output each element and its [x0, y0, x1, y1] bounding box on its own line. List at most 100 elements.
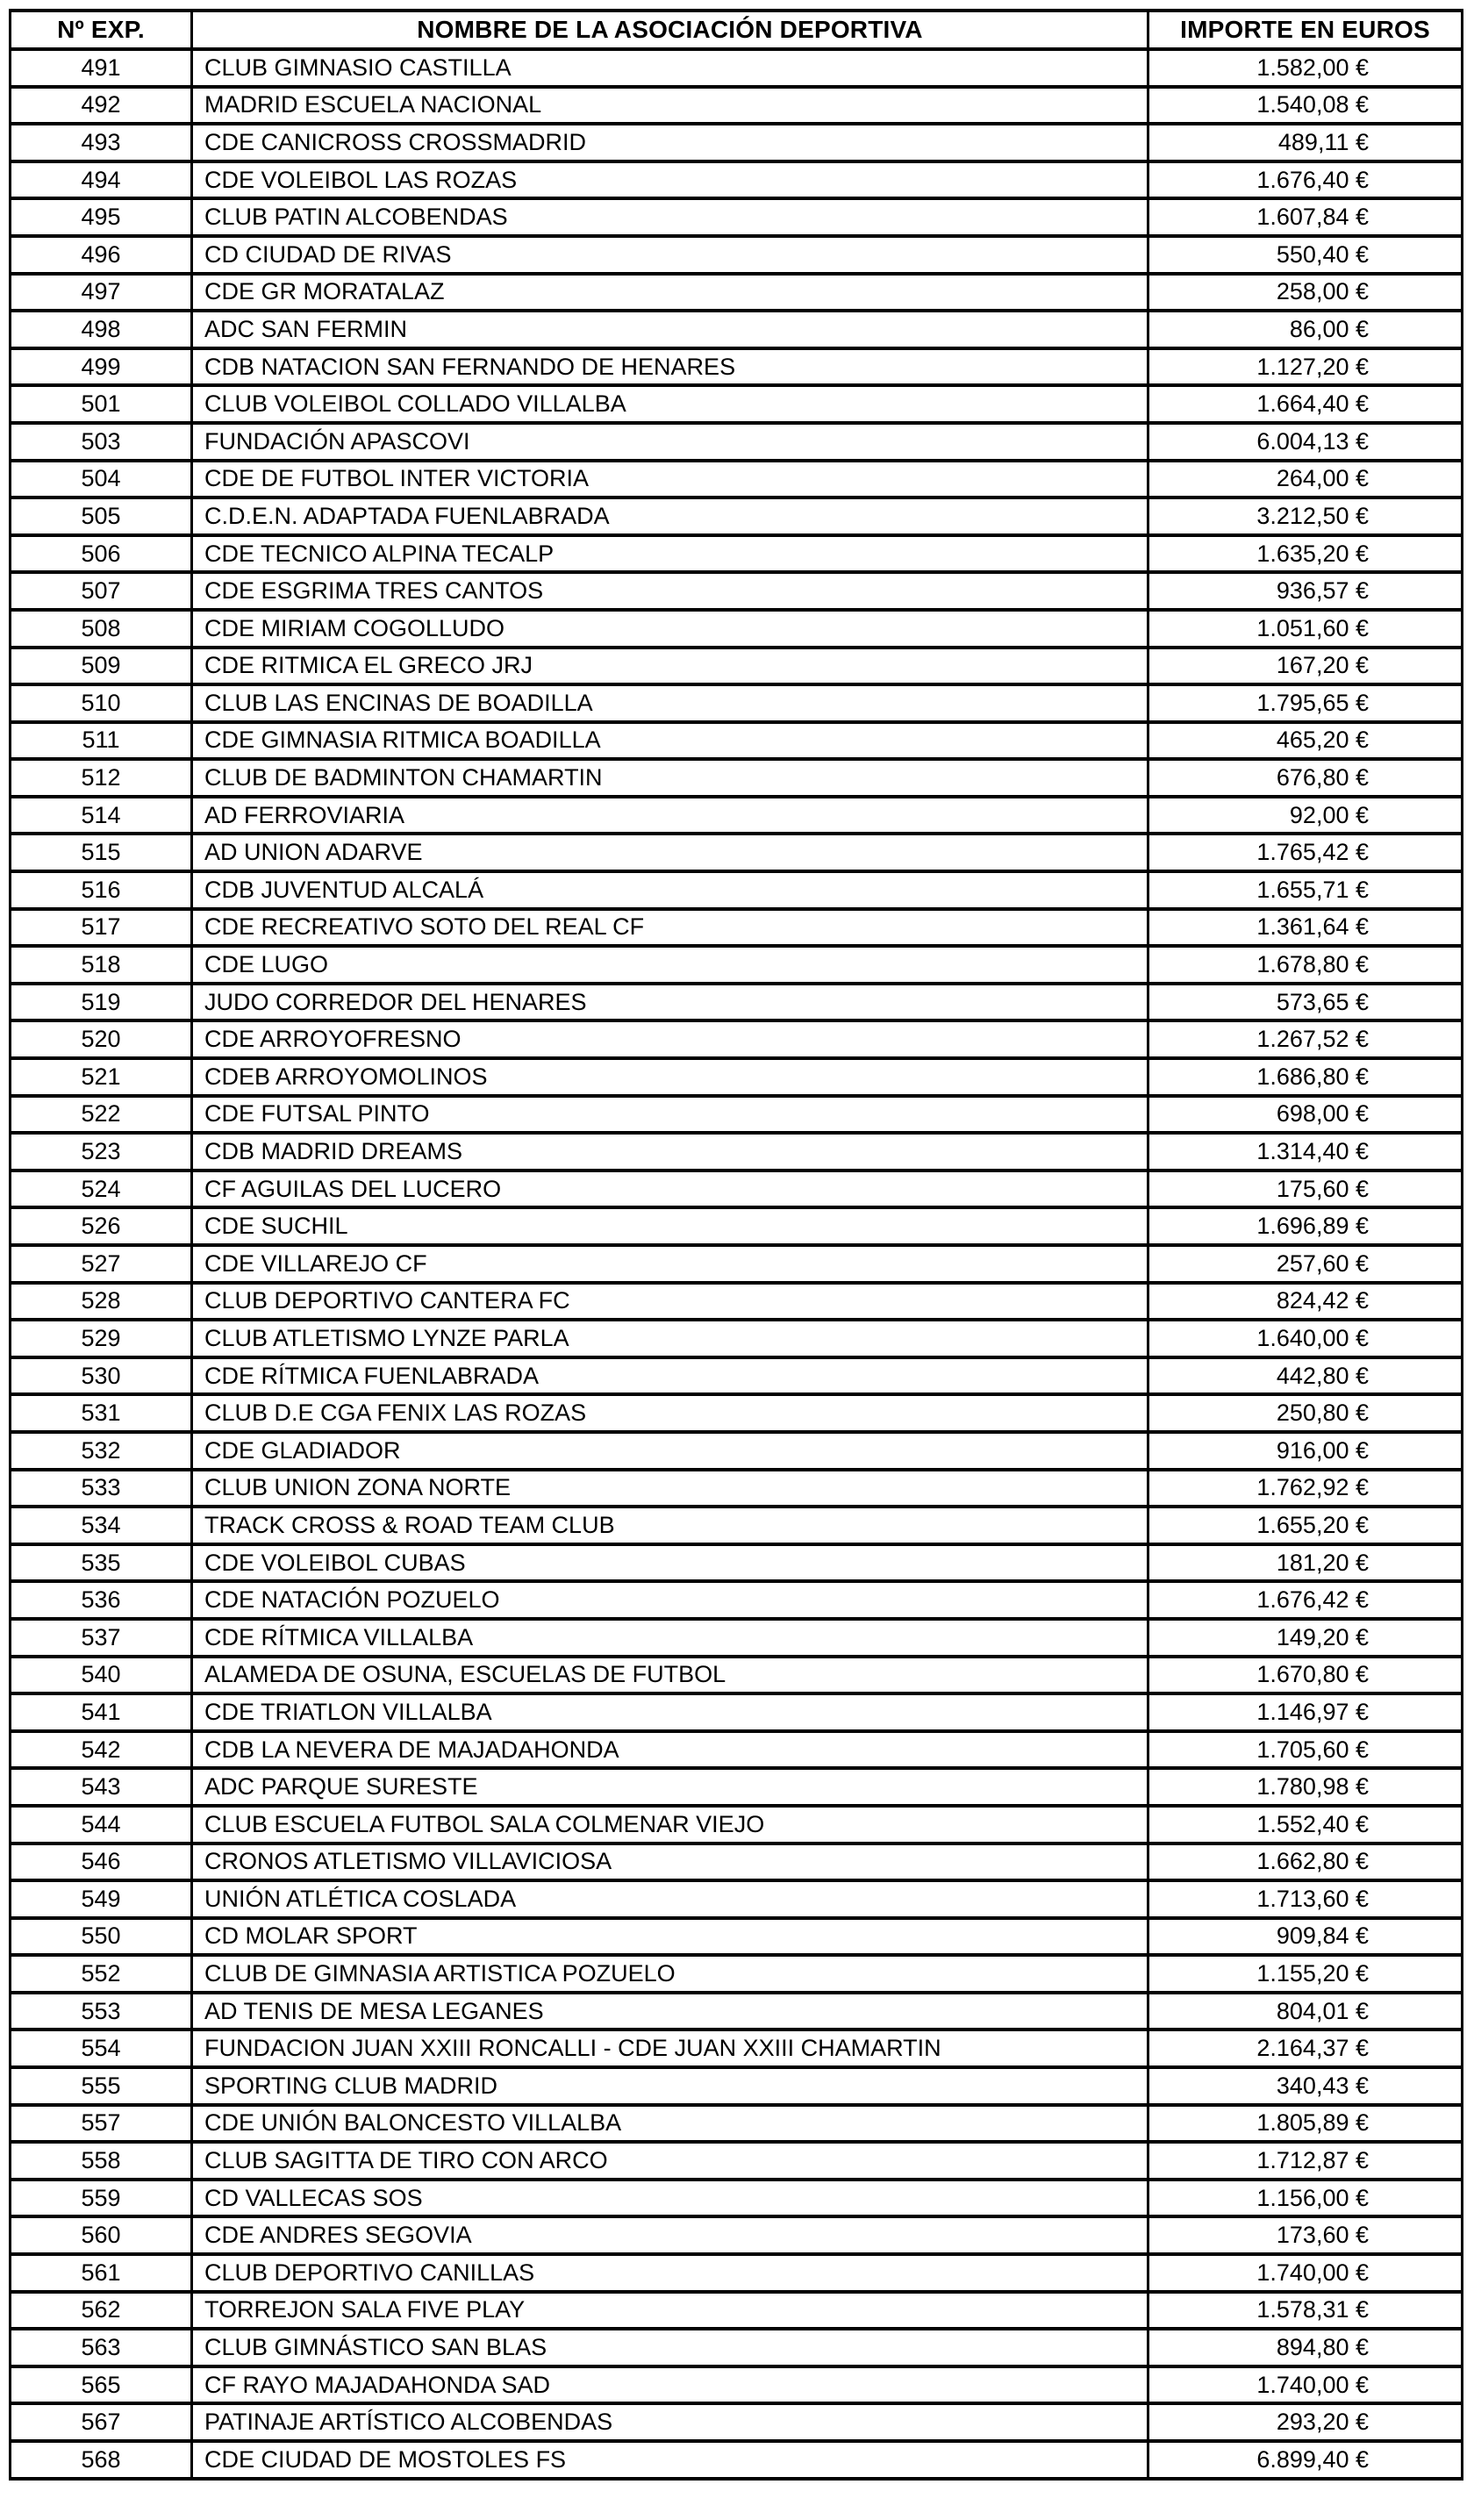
- table-row: 522 CDE FUTSAL PINTO 698,00 €: [9, 1093, 1463, 1135]
- nombre-cell: CLUB ATLETISMO LYNZE PARLA: [190, 1318, 1149, 1359]
- table-row: 555 SPORTING CLUB MADRID 340,43 €: [9, 2065, 1463, 2107]
- table-row: 532 CDE GLADIADOR 916,00 €: [9, 1429, 1463, 1471]
- table-row: 565 CF RAYO MAJADAHONDA SAD 1.740,00 €: [9, 2364, 1463, 2406]
- nombre-cell: CDE SUCHIL: [190, 1206, 1149, 1247]
- exp-cell: 508: [9, 607, 193, 649]
- nombre-cell: JUDO CORREDOR DEL HENARES: [190, 981, 1149, 1023]
- importe-cell: 1.676,40 €: [1147, 159, 1463, 201]
- nombre-cell: CDE VOLEIBOL CUBAS: [190, 1542, 1149, 1584]
- table-row: 549 UNIÓN ATLÉTICA COSLADA 1.713,60 €: [9, 1879, 1463, 1920]
- table-row: 541 CDE TRIATLON VILLALBA 1.146,97 €: [9, 1692, 1463, 1733]
- table-row: 563 CLUB GIMNÁSTICO SAN BLAS 894,80 €: [9, 2327, 1463, 2368]
- exp-cell: 497: [9, 271, 193, 313]
- nombre-cell: CDE MIRIAM COGOLLUDO: [190, 607, 1149, 649]
- column-header-nombre: NOMBRE DE LA ASOCIACIÓN DEPORTIVA: [190, 9, 1149, 51]
- nombre-cell: ADC SAN FERMIN: [190, 309, 1149, 350]
- importe-cell: 173,60 €: [1147, 2215, 1463, 2257]
- importe-cell: 293,20 €: [1147, 2402, 1463, 2443]
- exp-cell: 558: [9, 2140, 193, 2181]
- table-row: 505 C.D.E.N. ADAPTADA FUENLABRADA 3.212,50…: [9, 496, 1463, 537]
- table-row: 530 CDE RÍTMICA FUENLABRADA 442,80 €: [9, 1355, 1463, 1397]
- importe-cell: 1.540,08 €: [1147, 84, 1463, 126]
- exp-cell: 528: [9, 1280, 193, 1322]
- exp-cell: 559: [9, 2177, 193, 2219]
- importe-cell: 916,00 €: [1147, 1429, 1463, 1471]
- table-row: 494 CDE VOLEIBOL LAS ROZAS 1.676,40 €: [9, 159, 1463, 201]
- table-row: 542 CDB LA NEVERA DE MAJADAHONDA 1.705,60 …: [9, 1729, 1463, 1771]
- column-header-exp: Nº EXP.: [9, 9, 193, 51]
- exp-cell: 543: [9, 1766, 193, 1808]
- table-row: 519 JUDO CORREDOR DEL HENARES 573,65 €: [9, 981, 1463, 1023]
- table-row: 512 CLUB DE BADMINTON CHAMARTIN 676,80 €: [9, 757, 1463, 798]
- table-body: 491 CLUB GIMNASIO CASTILLA 1.582,00 €492 MA…: [9, 47, 1463, 2481]
- importe-cell: 1.696,89 €: [1147, 1206, 1463, 1247]
- table-row: 562 TORREJON SALA FIVE PLAY 1.578,31 €: [9, 2289, 1463, 2331]
- exp-cell: 499: [9, 346, 193, 388]
- nombre-cell: AD TENIS DE MESA LEGANES: [190, 1990, 1149, 2032]
- exp-cell: 495: [9, 197, 193, 238]
- exp-cell: 562: [9, 2289, 193, 2331]
- importe-cell: 1.740,00 €: [1147, 2364, 1463, 2406]
- nombre-cell: CF AGUILAS DEL LUCERO: [190, 1168, 1149, 1210]
- importe-cell: 1.678,80 €: [1147, 944, 1463, 985]
- table-row: 503 FUNDACIÓN APASCOVI 6.004,13 €: [9, 420, 1463, 462]
- exp-cell: 522: [9, 1093, 193, 1135]
- exp-cell: 519: [9, 981, 193, 1023]
- nombre-cell: CDE VOLEIBOL LAS ROZAS: [190, 159, 1149, 201]
- exp-cell: 512: [9, 757, 193, 798]
- exp-cell: 493: [9, 122, 193, 163]
- exp-cell: 568: [9, 2439, 193, 2481]
- nombre-cell: CDE ANDRES SEGOVIA: [190, 2215, 1149, 2257]
- table-row: 554 FUNDACION JUAN XXIII RONCALLI - CDE J…: [9, 2028, 1463, 2070]
- exp-cell: 529: [9, 1318, 193, 1359]
- exp-cell: 503: [9, 420, 193, 462]
- exp-cell: 505: [9, 496, 193, 537]
- table-row: 501 CLUB VOLEIBOL COLLADO VILLALBA 1.664,4…: [9, 383, 1463, 425]
- exp-cell: 523: [9, 1131, 193, 1172]
- importe-cell: 1.740,00 €: [1147, 2252, 1463, 2294]
- nombre-cell: CLUB SAGITTA DE TIRO CON ARCO: [190, 2140, 1149, 2181]
- nombre-cell: ADC PARQUE SURESTE: [190, 1766, 1149, 1808]
- table-row: 521 CDEB ARROYOMOLINOS 1.686,80 €: [9, 1056, 1463, 1098]
- exp-cell: 501: [9, 383, 193, 425]
- importe-cell: 1.686,80 €: [1147, 1056, 1463, 1098]
- table-row: 498 ADC SAN FERMIN 86,00 €: [9, 309, 1463, 350]
- exp-cell: 494: [9, 159, 193, 201]
- nombre-cell: CDE RÍTMICA FUENLABRADA: [190, 1355, 1149, 1397]
- table-row: 526 CDE SUCHIL 1.696,89 €: [9, 1206, 1463, 1247]
- exp-cell: 557: [9, 2102, 193, 2144]
- nombre-cell: CDEB ARROYOMOLINOS: [190, 1056, 1149, 1098]
- importe-cell: 1.314,40 €: [1147, 1131, 1463, 1172]
- importe-cell: 573,65 €: [1147, 981, 1463, 1023]
- exp-cell: 526: [9, 1206, 193, 1247]
- importe-cell: 676,80 €: [1147, 757, 1463, 798]
- exp-cell: 511: [9, 719, 193, 762]
- exp-cell: 492: [9, 84, 193, 126]
- nombre-cell: CDE LUGO: [190, 944, 1149, 985]
- exp-cell: 560: [9, 2215, 193, 2257]
- table-row: 506 CDE TECNICO ALPINA TECALP 1.635,20 €: [9, 533, 1463, 575]
- table-row: 515 AD UNION ADARVE 1.765,42 €: [9, 832, 1463, 874]
- table-row: 491 CLUB GIMNASIO CASTILLA 1.582,00 €: [9, 47, 1463, 89]
- table-row: 559 CD VALLECAS SOS 1.156,00 €: [9, 2177, 1463, 2219]
- importe-cell: 1.552,40 €: [1147, 1803, 1463, 1845]
- importe-cell: 936,57 €: [1147, 570, 1463, 612]
- table-row: 499 CDB NATACION SAN FERNANDO DE HENARES 1…: [9, 346, 1463, 388]
- exp-cell: 554: [9, 2028, 193, 2070]
- nombre-cell: CDE ARROYOFRESNO: [190, 1019, 1149, 1061]
- exp-cell: 516: [9, 870, 193, 911]
- nombre-cell: MADRID ESCUELA NACIONAL: [190, 84, 1149, 126]
- importe-cell: 6.004,13 €: [1147, 420, 1463, 462]
- column-header-importe: IMPORTE EN EUROS: [1147, 9, 1463, 51]
- nombre-cell: CLUB UNION ZONA NORTE: [190, 1467, 1149, 1509]
- table-row: 537 CDE RÍTMICA VILLALBA 149,20 €: [9, 1616, 1463, 1658]
- importe-cell: 1.582,00 €: [1147, 47, 1463, 89]
- exp-cell: 518: [9, 944, 193, 985]
- exp-cell: 527: [9, 1243, 193, 1285]
- exp-cell: 498: [9, 309, 193, 350]
- table-row: 492 MADRID ESCUELA NACIONAL 1.540,08 €: [9, 84, 1463, 126]
- importe-cell: 804,01 €: [1147, 1990, 1463, 2032]
- nombre-cell: TORREJON SALA FIVE PLAY: [190, 2289, 1149, 2331]
- importe-cell: 1.705,60 €: [1147, 1729, 1463, 1771]
- table-row: 544 CLUB ESCUELA FUTBOL SALA COLMENAR VIE…: [9, 1803, 1463, 1845]
